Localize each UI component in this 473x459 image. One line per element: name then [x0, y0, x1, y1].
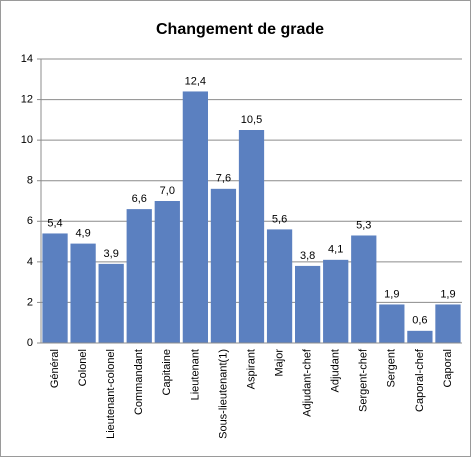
value-label: 1,9 — [384, 288, 399, 300]
x-tick-label: Colonel — [77, 349, 89, 386]
value-label: 5,6 — [272, 213, 287, 225]
y-tick-label: 6 — [27, 215, 33, 227]
x-tick-label: Sous-lieutenant(1) — [217, 349, 229, 439]
bar — [98, 263, 124, 343]
y-tick-label: 4 — [27, 256, 33, 268]
bar — [407, 330, 433, 343]
value-label: 5,3 — [356, 219, 371, 231]
x-tick-label: Caporal — [442, 349, 454, 388]
bar — [379, 304, 405, 343]
bar — [210, 188, 237, 343]
y-tick-label: 12 — [21, 93, 33, 105]
bar — [238, 130, 265, 343]
bar — [182, 91, 208, 343]
x-tick-label: Adjudant-chef — [302, 348, 314, 417]
bar — [154, 201, 180, 343]
value-label: 0,6 — [412, 315, 427, 327]
bar — [42, 233, 68, 343]
chart-title: Changement de grade — [156, 21, 324, 38]
value-label: 7,0 — [160, 185, 175, 197]
x-tick-label: Sergent-chef — [358, 348, 370, 412]
x-tick-label: Major — [273, 349, 285, 377]
bar — [435, 304, 461, 343]
bar — [295, 265, 321, 343]
value-label: 3,8 — [300, 250, 315, 262]
bar — [323, 259, 349, 343]
bar — [351, 235, 377, 343]
value-label: 6,6 — [132, 193, 147, 205]
value-label: 4,1 — [328, 244, 343, 256]
x-tick-label: Général — [49, 349, 61, 388]
value-label: 12,4 — [185, 75, 206, 87]
x-tick-label: Commandant — [133, 349, 145, 415]
bar — [126, 209, 152, 343]
y-tick-label: 14 — [21, 53, 33, 65]
x-tick-label: Sergent — [386, 349, 398, 388]
value-label: 4,9 — [75, 228, 90, 240]
x-tick-label: Aspirant — [245, 349, 257, 389]
x-tick-label: Adjudant — [330, 349, 342, 392]
value-label: 7,6 — [216, 173, 231, 185]
x-tick-label: Lieutenant — [189, 349, 201, 400]
bar — [70, 243, 96, 343]
x-tick-label: Capitaine — [161, 349, 173, 395]
y-tick-label: 8 — [27, 175, 33, 187]
value-label: 3,9 — [104, 248, 119, 260]
bar — [266, 229, 293, 343]
value-label: 5,4 — [47, 217, 62, 229]
y-tick-label: 0 — [27, 337, 33, 349]
x-tick-label: Caporal-chef — [414, 348, 426, 412]
x-tick-label: Lieutenant-colonel — [105, 349, 117, 439]
value-label: 1,9 — [440, 288, 455, 300]
y-tick-label: 10 — [21, 134, 33, 146]
y-tick-label: 2 — [27, 296, 33, 308]
value-label: 10,5 — [241, 114, 262, 126]
